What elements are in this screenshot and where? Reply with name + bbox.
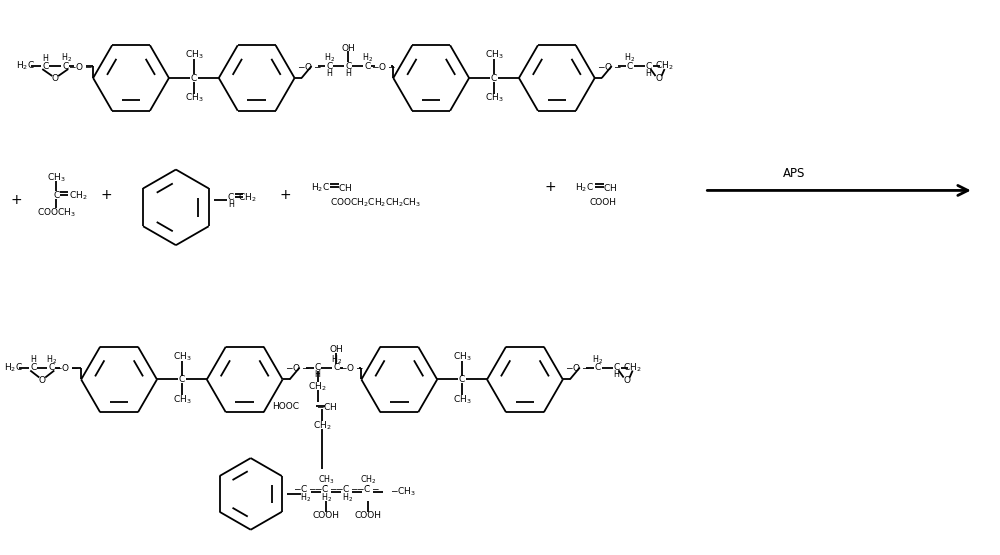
Text: $\mathregular{-O-}$: $\mathregular{-O-}$ xyxy=(565,362,590,373)
Text: H: H xyxy=(30,355,36,364)
Text: $\mathregular{CH_3}$: $\mathregular{CH_3}$ xyxy=(173,350,191,363)
Text: $\mathregular{-O-}$: $\mathregular{-O-}$ xyxy=(597,60,622,72)
Text: $\mathregular{H_2}$: $\mathregular{H_2}$ xyxy=(362,52,373,64)
Text: $\mathregular{H_2C}$: $\mathregular{H_2C}$ xyxy=(16,60,35,72)
Text: H: H xyxy=(42,54,48,63)
Text: C: C xyxy=(645,62,652,70)
Text: $\mathregular{CH}$: $\mathregular{CH}$ xyxy=(603,182,617,193)
Text: $\mathregular{CH_2}$: $\mathregular{CH_2}$ xyxy=(308,380,327,393)
Text: C: C xyxy=(48,363,54,372)
Text: $\mathregular{CH_2}$: $\mathregular{CH_2}$ xyxy=(360,474,377,486)
Text: C: C xyxy=(53,191,59,200)
Text: O: O xyxy=(52,74,59,83)
Text: $\mathregular{-C-}$: $\mathregular{-C-}$ xyxy=(356,483,380,495)
Text: C: C xyxy=(228,193,234,202)
Text: $\mathregular{COOCH_2CH_2CH_2CH_3}$: $\mathregular{COOCH_2CH_2CH_2CH_3}$ xyxy=(330,196,422,209)
Text: $\mathregular{H_2}$: $\mathregular{H_2}$ xyxy=(321,492,332,504)
Text: $\mathregular{H_2}$: $\mathregular{H_2}$ xyxy=(300,492,311,504)
Text: H: H xyxy=(345,68,351,78)
Text: $\mathregular{-CH}$: $\mathregular{-CH}$ xyxy=(316,401,337,412)
Text: $\mathregular{H_2}$: $\mathregular{H_2}$ xyxy=(61,52,72,64)
Text: $\mathregular{-C-}$: $\mathregular{-C-}$ xyxy=(293,483,318,495)
Text: $\mathregular{CH_3}$: $\mathregular{CH_3}$ xyxy=(453,393,471,406)
Text: COOH: COOH xyxy=(590,198,617,207)
Text: C: C xyxy=(627,62,633,70)
Text: $\mathregular{CH_2}$: $\mathregular{CH_2}$ xyxy=(623,361,642,374)
Text: C: C xyxy=(30,363,36,372)
Text: +: + xyxy=(100,188,112,203)
Text: C: C xyxy=(314,363,321,372)
Text: +: + xyxy=(11,193,22,208)
Text: $\mathregular{CH_3}$: $\mathregular{CH_3}$ xyxy=(185,49,203,62)
Text: $\mathregular{H_2}$: $\mathregular{H_2}$ xyxy=(342,492,353,504)
Text: H: H xyxy=(315,370,320,379)
Text: $\mathregular{H_2}$: $\mathregular{H_2}$ xyxy=(331,354,342,366)
Text: +: + xyxy=(544,180,556,194)
Text: $\mathregular{-O-}$: $\mathregular{-O-}$ xyxy=(371,60,396,72)
Text: COOH: COOH xyxy=(313,511,340,520)
Text: $\mathregular{-O-}$: $\mathregular{-O-}$ xyxy=(54,362,79,373)
Text: C: C xyxy=(326,62,333,70)
Text: $\mathregular{CH_3}$: $\mathregular{CH_3}$ xyxy=(453,350,471,363)
Text: $\mathregular{H_2}$: $\mathregular{H_2}$ xyxy=(46,354,57,366)
Text: +: + xyxy=(280,188,291,203)
Text: H: H xyxy=(228,200,234,209)
Text: C: C xyxy=(179,375,185,384)
Text: C: C xyxy=(62,62,68,70)
Text: $\mathregular{H_2}$: $\mathregular{H_2}$ xyxy=(324,52,335,64)
Text: C: C xyxy=(333,363,340,372)
Text: $\mathregular{-C-}$: $\mathregular{-C-}$ xyxy=(314,483,339,495)
Text: O: O xyxy=(39,376,46,385)
Text: $\mathregular{CH_2}$: $\mathregular{CH_2}$ xyxy=(313,419,332,431)
Text: $\mathregular{CH_2}$: $\mathregular{CH_2}$ xyxy=(238,191,257,204)
Text: HOOC: HOOC xyxy=(273,402,300,411)
Text: C: C xyxy=(345,62,352,70)
Text: $\mathregular{H_2C}$: $\mathregular{H_2C}$ xyxy=(4,361,23,374)
Text: $\mathregular{-O-}$: $\mathregular{-O-}$ xyxy=(68,60,93,72)
Text: $\mathregular{-O-}$: $\mathregular{-O-}$ xyxy=(285,362,310,373)
Text: $\mathregular{CH}$: $\mathregular{CH}$ xyxy=(338,182,353,193)
Text: OH: OH xyxy=(330,345,343,354)
Text: C: C xyxy=(459,375,465,384)
Text: $\mathregular{CH_3}$: $\mathregular{CH_3}$ xyxy=(485,92,503,104)
Text: C: C xyxy=(491,73,497,83)
Text: H: H xyxy=(646,68,652,78)
Text: $\mathregular{H_2}$: $\mathregular{H_2}$ xyxy=(592,354,603,366)
Text: $\mathregular{-O-}$: $\mathregular{-O-}$ xyxy=(297,60,322,72)
Text: C: C xyxy=(191,73,197,83)
Text: C: C xyxy=(595,363,601,372)
Text: $\mathregular{-CH_3}$: $\mathregular{-CH_3}$ xyxy=(390,486,416,498)
Text: C: C xyxy=(614,363,620,372)
Text: O: O xyxy=(655,74,662,83)
Text: H: H xyxy=(327,68,332,78)
Text: $\mathregular{CH_3}$: $\mathregular{CH_3}$ xyxy=(47,171,66,184)
Text: APS: APS xyxy=(783,167,805,180)
Text: $\mathregular{COOCH_3}$: $\mathregular{COOCH_3}$ xyxy=(37,206,76,219)
Text: C: C xyxy=(42,62,48,70)
Text: $\mathregular{-O-}$: $\mathregular{-O-}$ xyxy=(339,362,364,373)
Text: $\mathregular{CH_2}$: $\mathregular{CH_2}$ xyxy=(69,189,87,201)
Text: H: H xyxy=(614,370,620,379)
Text: $\mathregular{-C-}$: $\mathregular{-C-}$ xyxy=(335,483,360,495)
Text: $\mathregular{CH_3}$: $\mathregular{CH_3}$ xyxy=(318,474,335,486)
Text: O: O xyxy=(623,376,630,385)
Text: OH: OH xyxy=(342,44,355,53)
Text: C: C xyxy=(364,62,370,70)
Text: $\mathregular{CH_3}$: $\mathregular{CH_3}$ xyxy=(173,393,191,406)
Text: $\mathregular{H_2C}$: $\mathregular{H_2C}$ xyxy=(575,181,594,194)
Text: $\mathregular{CH_3}$: $\mathregular{CH_3}$ xyxy=(185,92,203,104)
Text: $\mathregular{H_2}$: $\mathregular{H_2}$ xyxy=(624,52,635,64)
Text: $\mathregular{CH_3}$: $\mathregular{CH_3}$ xyxy=(485,49,503,62)
Text: $\mathregular{H_2C}$: $\mathregular{H_2C}$ xyxy=(311,181,329,194)
Text: $\mathregular{CH_2}$: $\mathregular{CH_2}$ xyxy=(655,60,674,72)
Text: COOH: COOH xyxy=(355,511,382,520)
